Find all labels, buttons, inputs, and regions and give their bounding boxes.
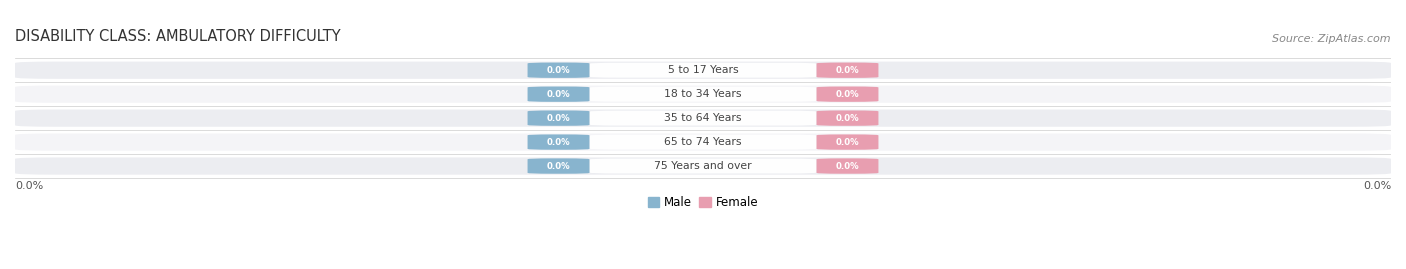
Text: 0.0%: 0.0% [835,66,859,75]
Text: 0.0%: 0.0% [547,162,571,171]
FancyBboxPatch shape [15,62,1391,79]
FancyBboxPatch shape [817,111,879,126]
FancyBboxPatch shape [817,63,879,78]
FancyBboxPatch shape [589,159,817,174]
Text: 0.0%: 0.0% [15,181,44,191]
FancyBboxPatch shape [817,134,879,150]
FancyBboxPatch shape [817,158,879,174]
Text: 0.0%: 0.0% [547,66,571,75]
Text: 0.0%: 0.0% [547,114,571,123]
FancyBboxPatch shape [15,157,1391,175]
Legend: Male, Female: Male, Female [643,191,763,214]
Text: 5 to 17 Years: 5 to 17 Years [668,65,738,75]
Text: 0.0%: 0.0% [1362,181,1391,191]
FancyBboxPatch shape [527,134,589,150]
FancyBboxPatch shape [589,135,817,150]
Text: 75 Years and over: 75 Years and over [654,161,752,171]
FancyBboxPatch shape [527,87,589,102]
Text: 0.0%: 0.0% [547,137,571,147]
Text: 35 to 64 Years: 35 to 64 Years [664,113,742,123]
FancyBboxPatch shape [589,87,817,102]
Text: 0.0%: 0.0% [547,90,571,99]
Text: 0.0%: 0.0% [835,137,859,147]
FancyBboxPatch shape [817,87,879,102]
Text: 65 to 74 Years: 65 to 74 Years [664,137,742,147]
Text: 18 to 34 Years: 18 to 34 Years [664,89,742,99]
Text: Source: ZipAtlas.com: Source: ZipAtlas.com [1272,34,1391,44]
FancyBboxPatch shape [527,63,589,78]
FancyBboxPatch shape [589,63,817,78]
FancyBboxPatch shape [527,111,589,126]
Text: 0.0%: 0.0% [835,114,859,123]
FancyBboxPatch shape [527,158,589,174]
FancyBboxPatch shape [15,86,1391,103]
Text: 0.0%: 0.0% [835,90,859,99]
Text: DISABILITY CLASS: AMBULATORY DIFFICULTY: DISABILITY CLASS: AMBULATORY DIFFICULTY [15,30,340,44]
FancyBboxPatch shape [589,111,817,126]
Text: 0.0%: 0.0% [835,162,859,171]
FancyBboxPatch shape [15,133,1391,151]
FancyBboxPatch shape [15,109,1391,127]
